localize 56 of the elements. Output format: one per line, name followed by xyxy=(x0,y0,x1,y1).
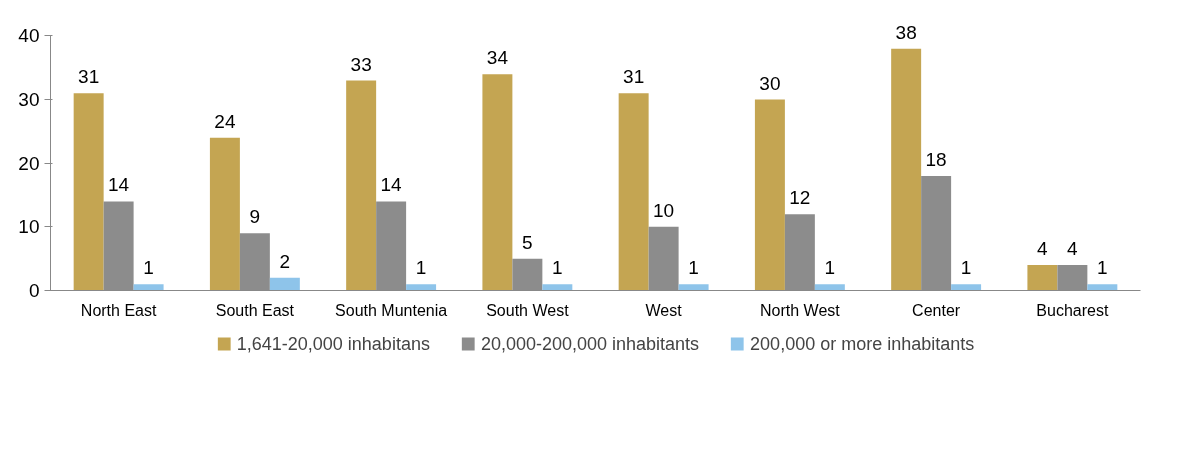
data-label: 1 xyxy=(688,257,699,279)
bar xyxy=(482,74,513,291)
bar xyxy=(209,137,240,291)
data-label: 1 xyxy=(824,257,836,279)
x-tick-label: South East xyxy=(215,301,295,319)
bar xyxy=(346,80,377,291)
data-label: 5 xyxy=(522,231,533,253)
data-label: 30 xyxy=(759,72,781,94)
data-label: 1 xyxy=(415,257,427,279)
y-tick-label: 40 xyxy=(18,25,40,47)
legend-label: 200,000 or more inhabitants xyxy=(750,333,975,354)
data-label: 38 xyxy=(895,21,917,43)
data-label: 4 xyxy=(1067,238,1079,260)
legend-label: 1,641-20,000 inhabitans xyxy=(236,333,430,354)
data-label: 34 xyxy=(486,47,509,69)
data-label: 1 xyxy=(1097,257,1108,279)
y-tick-label: 10 xyxy=(18,216,40,238)
bar xyxy=(814,284,845,291)
x-tick-label: Bucharest xyxy=(1036,301,1109,319)
x-tick-label: West xyxy=(645,301,683,319)
y-tick-label: 0 xyxy=(28,280,40,301)
bar xyxy=(1027,265,1058,291)
data-label: 2 xyxy=(279,250,291,272)
data-label: 14 xyxy=(380,174,403,196)
bar xyxy=(269,277,300,291)
x-tick-label: Center xyxy=(912,301,961,319)
data-label: 1 xyxy=(552,257,563,279)
bar xyxy=(1087,284,1118,291)
x-tick-label: North East xyxy=(80,301,157,319)
x-tick-label: North West xyxy=(760,301,841,319)
bar xyxy=(754,99,785,291)
data-label: 1 xyxy=(143,257,154,279)
x-tick-label: South Muntenia xyxy=(335,301,448,319)
data-label: 9 xyxy=(249,206,261,228)
legend-label: 20,000-200,000 inhabitants xyxy=(480,333,700,354)
bar xyxy=(73,93,104,291)
data-label: 4 xyxy=(1037,238,1049,260)
x-tick-label: South West xyxy=(486,301,570,319)
bar xyxy=(542,284,573,291)
data-label: 14 xyxy=(108,174,130,196)
bar xyxy=(618,93,649,291)
data-label: 18 xyxy=(925,148,947,170)
bar xyxy=(133,284,164,291)
data-label: 1 xyxy=(960,257,972,279)
bar xyxy=(678,284,709,291)
data-label: 10 xyxy=(653,199,675,221)
bar xyxy=(891,48,922,291)
data-label: 12 xyxy=(789,187,811,209)
data-label: 33 xyxy=(350,53,372,75)
bar xyxy=(951,284,982,291)
y-tick-label: 20 xyxy=(18,152,40,174)
bar xyxy=(406,284,437,291)
data-label: 24 xyxy=(214,110,236,132)
y-tick-label: 30 xyxy=(18,89,40,111)
data-label: 31 xyxy=(623,66,645,88)
data-label: 31 xyxy=(78,66,100,88)
